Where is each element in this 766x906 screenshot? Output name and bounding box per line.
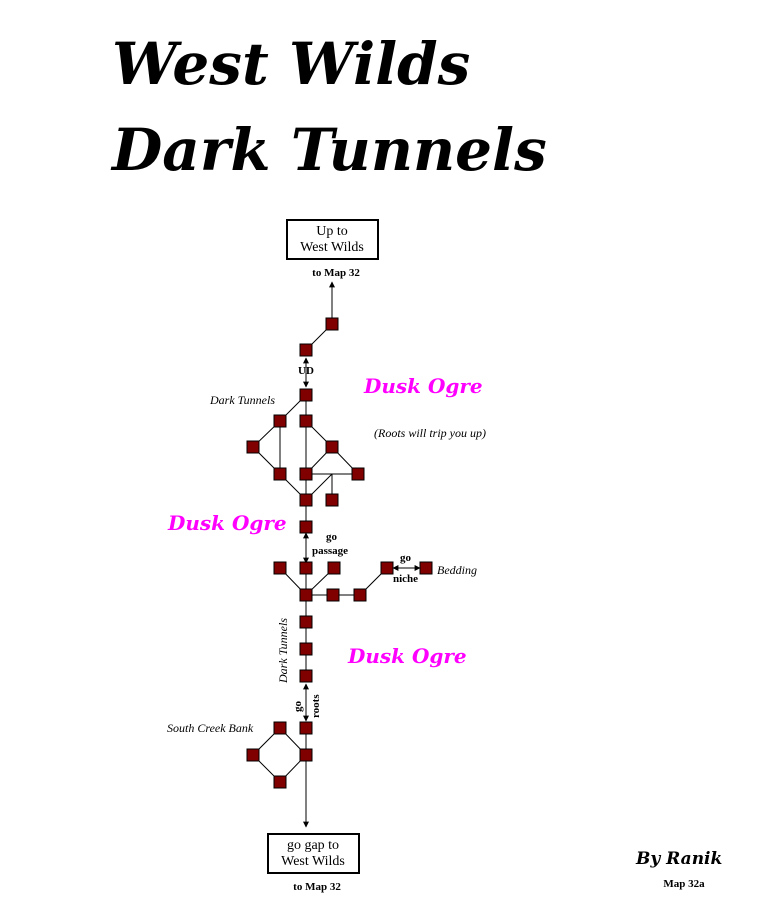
label-roots-note: (Roots will trip you up): [374, 426, 486, 440]
label-bedding: Bedding: [437, 563, 477, 577]
room: [299, 343, 313, 357]
map-title-line2: Dark Tunnels: [110, 116, 547, 184]
label-south-creek-bank: South Creek Bank: [167, 721, 254, 735]
mob-label-dusk-ogre-2: Dusk Ogre: [167, 511, 287, 535]
exit-box-up-line2: West Wilds: [300, 240, 364, 255]
room: [299, 588, 313, 602]
room: [299, 561, 313, 575]
room: [299, 642, 313, 656]
rooms: [246, 317, 433, 789]
exit-box-up-west-wilds: [286, 219, 379, 260]
room: [273, 467, 287, 481]
room: [299, 615, 313, 629]
label-go-passage-passage: passage: [312, 545, 348, 557]
room: [299, 467, 313, 481]
label-go-passage-go: go: [326, 531, 338, 543]
room: [380, 561, 394, 575]
label-go-roots-go: go: [292, 701, 304, 713]
room: [299, 414, 313, 428]
room: [351, 467, 365, 481]
mob-label-dusk-ogre-3: Dusk Ogre: [347, 644, 467, 668]
exit-box-go-gap-west-wilds: [267, 833, 360, 874]
mob-label-dusk-ogre-1: Dusk Ogre: [363, 374, 483, 398]
exit-box-up-line1: Up to: [316, 224, 348, 239]
room: [299, 748, 313, 762]
map-id: Map 32a: [663, 878, 705, 890]
exit-bottom-map-ref: to Map 32: [293, 881, 341, 893]
map-title-line1: West Wilds: [112, 30, 470, 98]
room: [246, 748, 260, 762]
room: [326, 588, 340, 602]
room: [273, 775, 287, 789]
room: [273, 561, 287, 575]
room: [273, 414, 287, 428]
room: [325, 440, 339, 454]
label-go-niche-go: go: [400, 552, 412, 564]
author-credit: By Ranik: [635, 849, 722, 869]
room: [299, 721, 313, 735]
exit-box-bottom-line2: West Wilds: [281, 854, 345, 869]
exit-top-map-ref: to Map 32: [312, 267, 360, 279]
room: [353, 588, 367, 602]
room: [299, 493, 313, 507]
room: [299, 520, 313, 534]
label-ud: UD: [298, 365, 314, 377]
label-dark-tunnels: Dark Tunnels: [209, 393, 275, 407]
label-go-niche-niche: niche: [393, 573, 418, 585]
label-dark-tunnels-vertical: Dark Tunnels: [276, 618, 290, 684]
label-go-roots-roots: roots: [310, 694, 322, 718]
exit-box-bottom-line1: go gap to: [287, 838, 339, 853]
room-dark-tunnels: [299, 388, 313, 402]
room: [327, 561, 341, 575]
room-south-creek-bank: [273, 721, 287, 735]
room: [325, 317, 339, 331]
room: [246, 440, 260, 454]
room: [325, 493, 339, 507]
room: [299, 669, 313, 683]
room-bedding: [419, 561, 433, 575]
